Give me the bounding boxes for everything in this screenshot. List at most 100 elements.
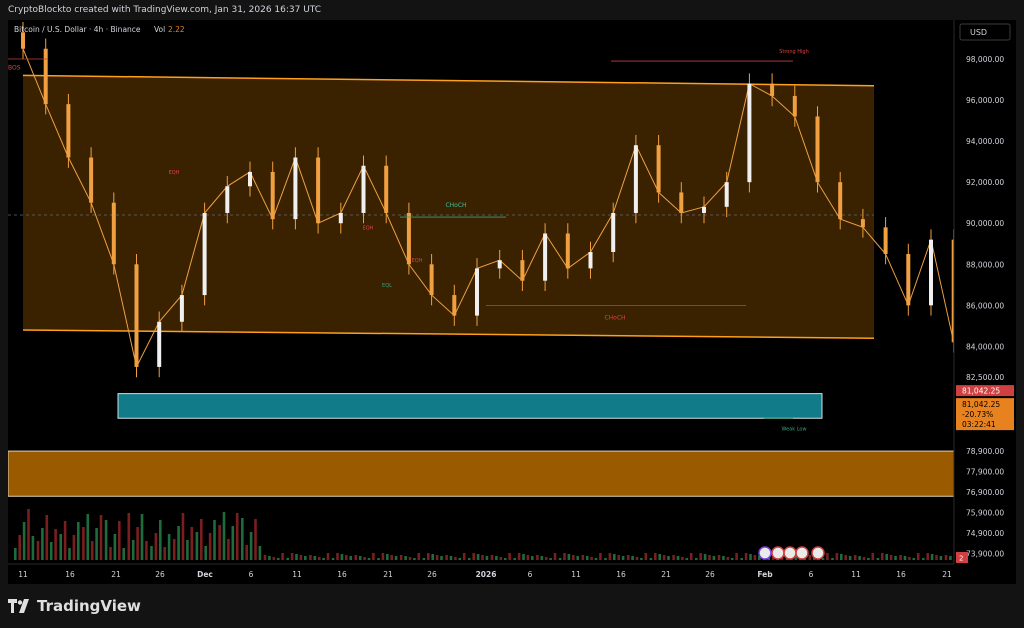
volume-bar bbox=[531, 556, 534, 560]
candle-body[interactable] bbox=[406, 212, 411, 265]
event-marker-icon[interactable] bbox=[771, 546, 785, 560]
candle-body[interactable] bbox=[134, 264, 139, 367]
volume-bar bbox=[340, 554, 344, 560]
volume-bar bbox=[599, 553, 602, 560]
candle-body[interactable] bbox=[724, 182, 729, 207]
volume-bar bbox=[862, 557, 866, 560]
volume-bar bbox=[499, 557, 503, 560]
candle-body[interactable] bbox=[929, 239, 933, 306]
candle-body[interactable] bbox=[361, 165, 366, 213]
candle-body[interactable] bbox=[429, 264, 434, 296]
volume-bar bbox=[222, 512, 226, 560]
volume-bar bbox=[944, 555, 948, 560]
volume-bar bbox=[881, 553, 884, 560]
candle-body[interactable] bbox=[633, 145, 638, 213]
volume-bar bbox=[563, 553, 566, 560]
volume-bar bbox=[576, 556, 579, 560]
candle-body[interactable] bbox=[747, 83, 752, 183]
volume-bar bbox=[844, 555, 847, 560]
candle-body[interactable] bbox=[384, 165, 389, 213]
candle-body[interactable] bbox=[497, 260, 502, 269]
volume-bar bbox=[331, 558, 335, 560]
time-tick: 21 bbox=[661, 570, 671, 579]
tradingview-logo[interactable]: TradingView bbox=[8, 597, 141, 615]
candle-body[interactable] bbox=[543, 233, 548, 281]
weak-low-label: Weak Low bbox=[781, 427, 806, 433]
candle-body[interactable] bbox=[815, 116, 820, 183]
volume-bar bbox=[617, 555, 620, 560]
volume-bar bbox=[631, 556, 634, 560]
candle-body[interactable] bbox=[21, 32, 25, 49]
price-tick: 90,000.00 bbox=[966, 219, 1004, 228]
volume-bar bbox=[59, 534, 62, 560]
channel-upper-line[interactable] bbox=[22, 74, 875, 87]
event-marker-icon[interactable] bbox=[758, 546, 772, 560]
candle-body[interactable] bbox=[792, 95, 797, 117]
chart-area[interactable]: BOS Strong High Weak Low CHoCH CHoCH EQH EQH EQ… bbox=[8, 20, 1016, 584]
price-chart[interactable]: BOS Strong High Weak Low CHoCH CHoCH EQH EQH EQ… bbox=[8, 20, 1016, 584]
volume-bar bbox=[685, 558, 689, 560]
volume-bar bbox=[871, 553, 875, 560]
event-marker-icon[interactable] bbox=[783, 546, 797, 560]
candle-body[interactable] bbox=[43, 48, 48, 105]
candle-body[interactable] bbox=[838, 182, 843, 220]
candle-body[interactable] bbox=[179, 295, 184, 322]
candle-body[interactable] bbox=[520, 260, 525, 281]
volume-bar bbox=[848, 556, 852, 560]
volume-bar bbox=[922, 558, 925, 560]
time-tick: 26 bbox=[427, 570, 437, 579]
price-tick: 86,000.00 bbox=[966, 301, 1004, 310]
candle-body[interactable] bbox=[248, 171, 252, 187]
demand-zone[interactable] bbox=[117, 393, 823, 419]
candle-body[interactable] bbox=[316, 157, 321, 224]
volume-bar bbox=[18, 535, 21, 560]
author-credit: CryptoBlockto created with TradingView.c… bbox=[8, 5, 322, 15]
currency-label[interactable]: USD bbox=[970, 28, 987, 37]
candle-body[interactable] bbox=[565, 233, 570, 269]
volume-bar bbox=[885, 554, 888, 560]
price-tick: 73,900.00 bbox=[966, 550, 1004, 559]
candle-body[interactable] bbox=[656, 145, 661, 193]
price-scale-panel[interactable] bbox=[954, 20, 1016, 584]
candle-body[interactable] bbox=[679, 192, 684, 213]
volume-bar bbox=[658, 554, 661, 560]
range-channel[interactable] bbox=[23, 75, 874, 339]
candle-body[interactable] bbox=[475, 268, 479, 316]
candle-body[interactable] bbox=[89, 157, 94, 203]
candle-body[interactable] bbox=[111, 202, 116, 265]
candle-body[interactable] bbox=[452, 295, 457, 316]
candle-body[interactable] bbox=[906, 254, 911, 306]
event-marker-icon[interactable] bbox=[811, 546, 825, 560]
candle-body[interactable] bbox=[611, 212, 616, 252]
candle-body[interactable] bbox=[225, 186, 230, 213]
price-tick: 75,900.00 bbox=[966, 509, 1004, 518]
tradingview-brand: TradingView bbox=[37, 597, 141, 615]
candle-body[interactable] bbox=[293, 157, 298, 220]
candle-body[interactable] bbox=[270, 171, 275, 220]
alert-badge[interactable] bbox=[956, 552, 968, 563]
candle-body[interactable] bbox=[202, 212, 207, 296]
time-tick: Dec bbox=[197, 570, 213, 579]
volume-bar bbox=[195, 532, 199, 560]
time-tick: 2026 bbox=[476, 570, 497, 579]
candle-body[interactable] bbox=[860, 219, 865, 228]
volume-bar bbox=[572, 555, 575, 560]
lower-zone[interactable] bbox=[8, 450, 955, 497]
price-tick: 92,000.00 bbox=[966, 178, 1004, 187]
candle-body[interactable] bbox=[770, 83, 775, 96]
last-price-badge bbox=[956, 398, 1014, 431]
volume-bar bbox=[908, 557, 911, 560]
volume-bar bbox=[926, 553, 929, 560]
price-tick: 77,900.00 bbox=[966, 468, 1004, 477]
candle-body[interactable] bbox=[588, 251, 593, 269]
volume-bar bbox=[349, 556, 352, 560]
candle-body[interactable] bbox=[883, 227, 888, 255]
event-marker-icon[interactable] bbox=[795, 546, 809, 560]
candle-body[interactable] bbox=[157, 321, 162, 367]
candle-body[interactable] bbox=[702, 206, 706, 213]
candle-body[interactable] bbox=[66, 104, 71, 158]
volume-bar bbox=[113, 534, 117, 560]
channel-lower-line[interactable] bbox=[22, 329, 875, 339]
volume-bar bbox=[167, 534, 171, 560]
candle-body[interactable] bbox=[338, 212, 343, 224]
